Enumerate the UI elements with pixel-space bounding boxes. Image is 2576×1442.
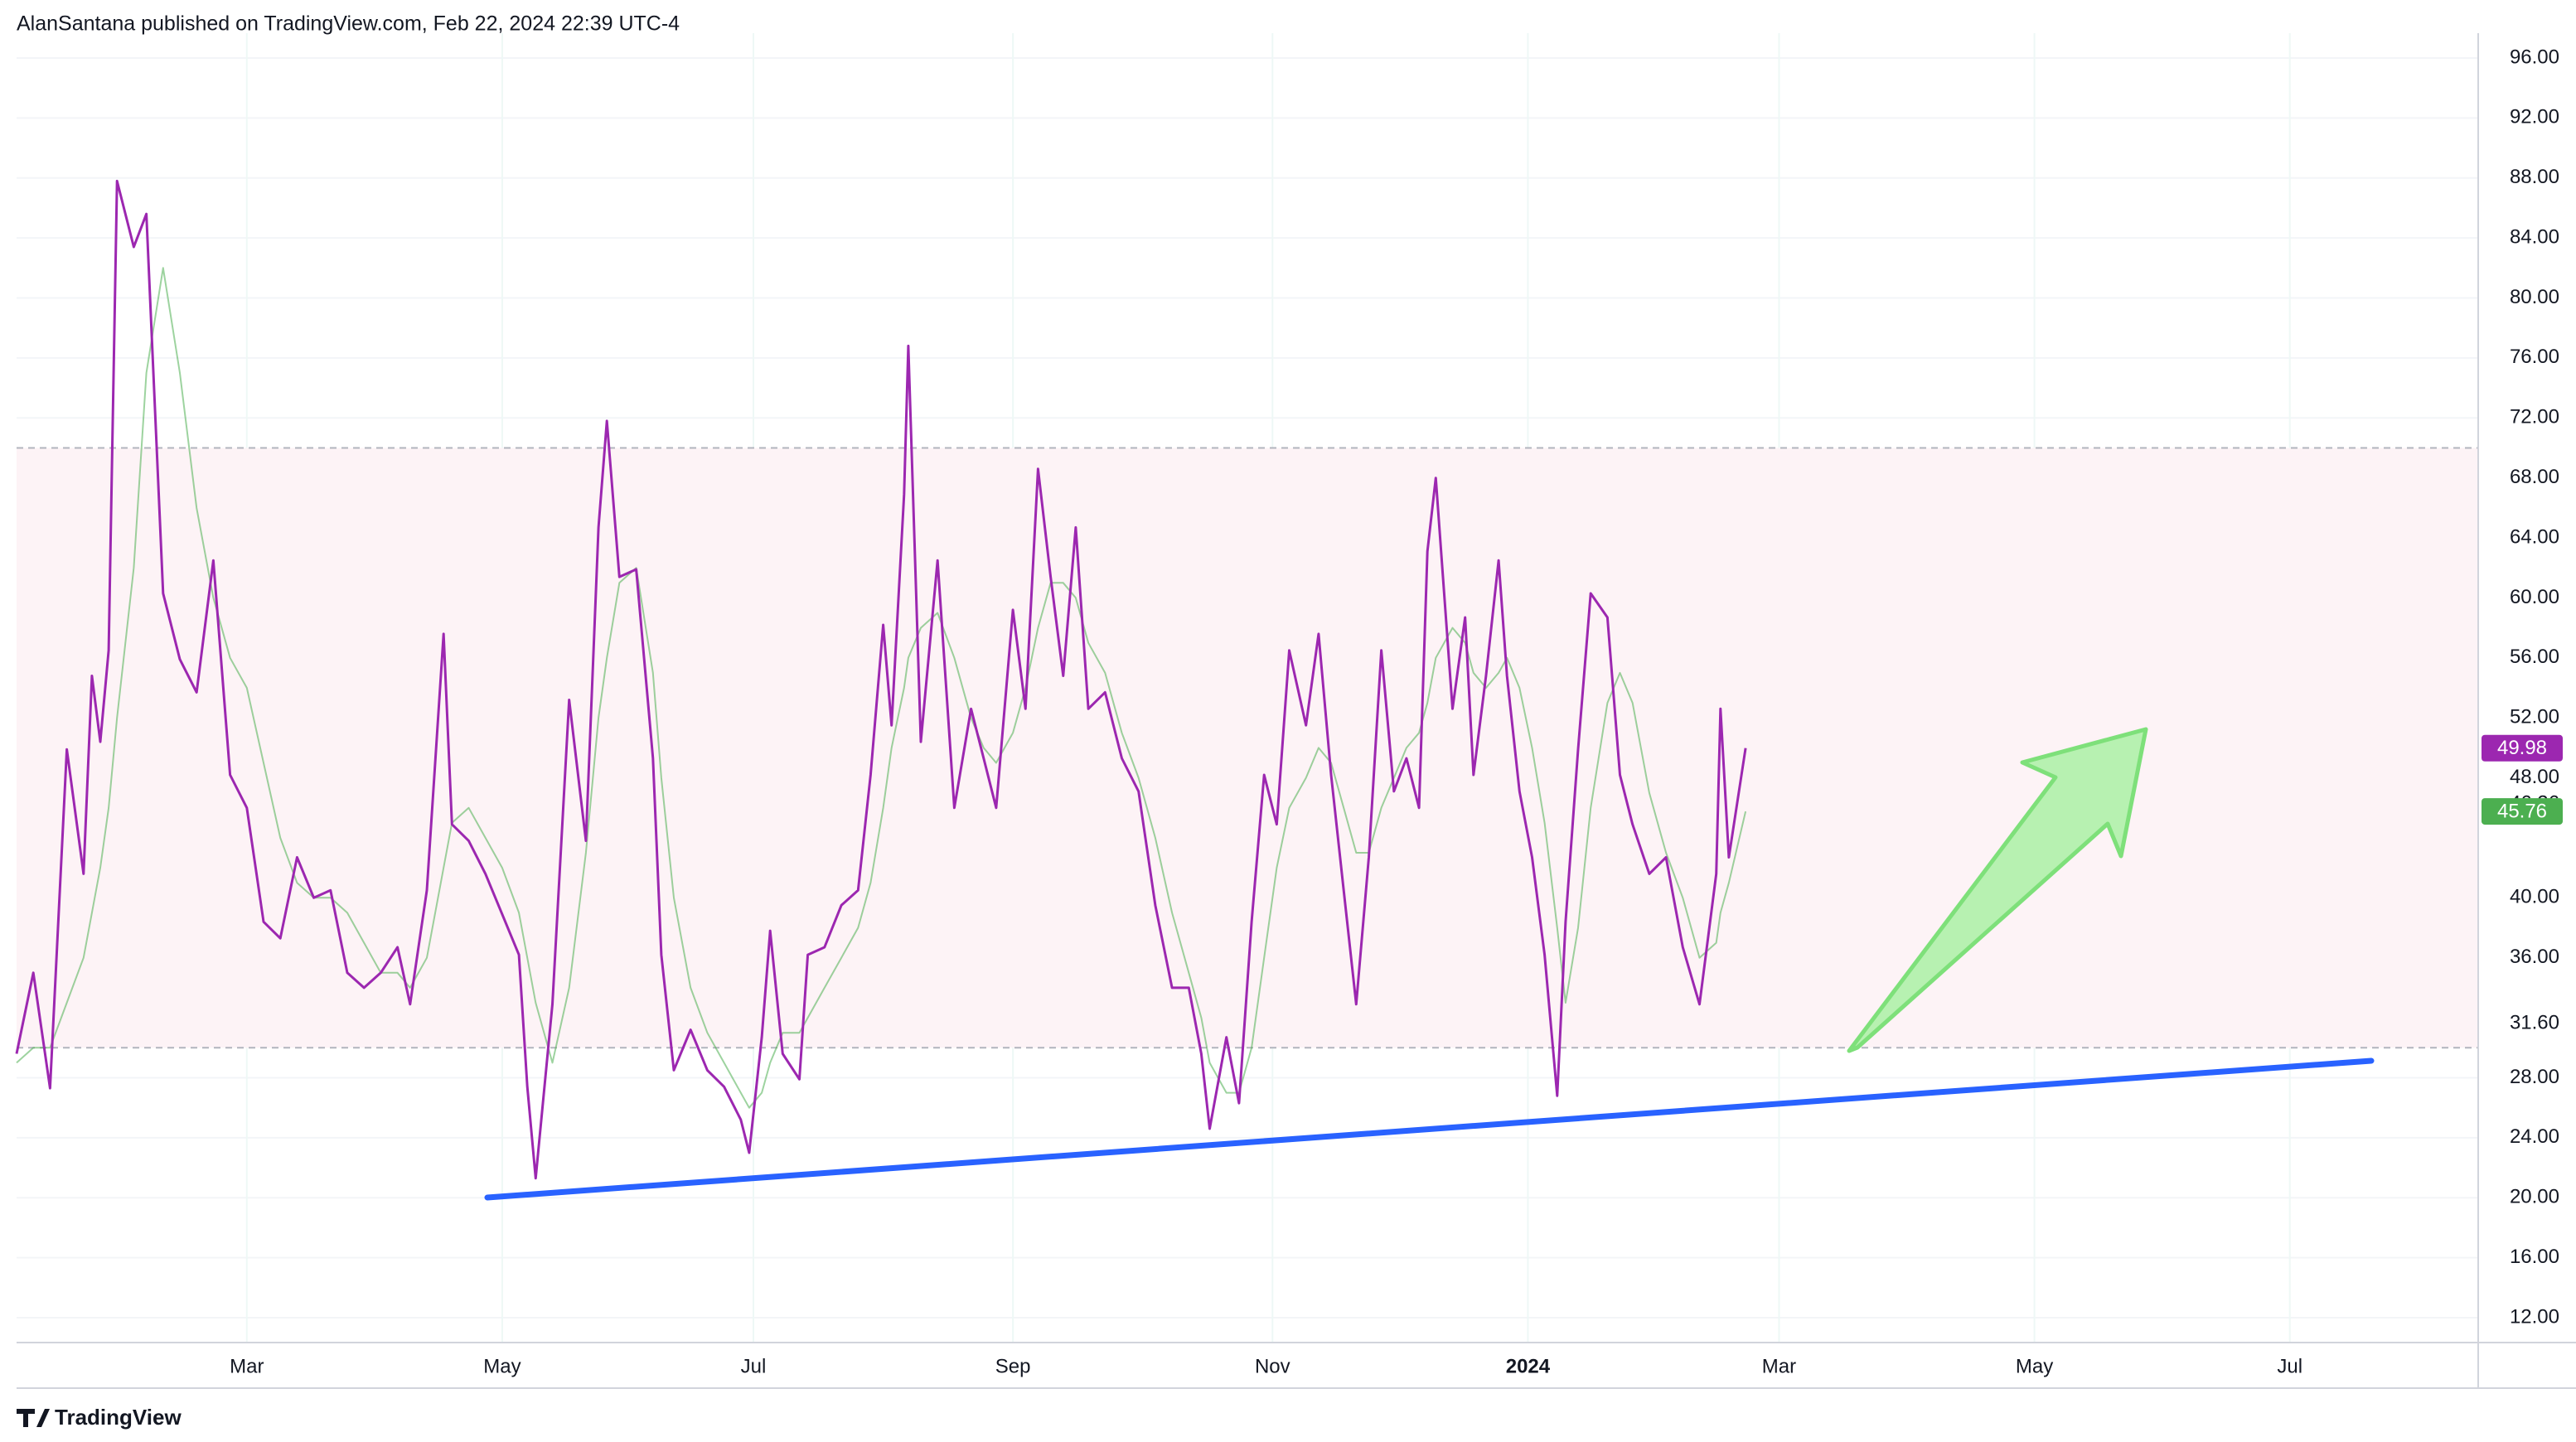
- x-tick-label: 2024: [1506, 1355, 1551, 1377]
- bands: [17, 447, 2478, 1049]
- y-tick-label: 16.00: [2510, 1246, 2559, 1268]
- ma-line: [16, 267, 1747, 1109]
- last-value-badge: [2482, 798, 2563, 825]
- y-tick-label: 48.00: [2510, 766, 2559, 788]
- x-tick-label: Jul: [2277, 1355, 2302, 1377]
- brand: TradingView: [55, 1405, 182, 1430]
- trend-line: [484, 1057, 2375, 1201]
- arrow: [1847, 727, 2148, 1053]
- last-value-label: 45.76: [2497, 800, 2547, 822]
- y-tick-label: 76.00: [2510, 346, 2559, 368]
- x-tick-label: Sep: [995, 1355, 1031, 1377]
- y-tick-label: 84.00: [2510, 225, 2559, 248]
- y-tick-label: 72.00: [2510, 406, 2559, 428]
- y-tick-label: 64.00: [2510, 525, 2559, 548]
- y-tick-label: 88.00: [2510, 166, 2559, 188]
- y-tick-label: 60.00: [2510, 586, 2559, 608]
- x-tick-label: Mar: [1762, 1355, 1796, 1377]
- last-value-badge: [2482, 734, 2563, 762]
- y-tick-label: 31.60: [2510, 1012, 2559, 1034]
- y-tick-label: 96.00: [2510, 46, 2559, 68]
- logo-mark: [17, 1409, 50, 1427]
- y-tick-label: 20.00: [2510, 1186, 2559, 1208]
- logo: TradingView: [17, 1405, 182, 1430]
- lines: [15, 179, 1747, 1180]
- y-tick-label: 40.00: [2510, 886, 2559, 908]
- y-tick-label: 12.00: [2510, 1305, 2559, 1328]
- x-tick-label: Mar: [230, 1355, 264, 1377]
- y-tick-label: 80.00: [2510, 286, 2559, 308]
- y-tick-label: 52.00: [2510, 706, 2559, 728]
- y-tick-label: 36.00: [2510, 946, 2559, 968]
- x-tick-label: Jul: [741, 1355, 767, 1377]
- y-tick-label: 68.00: [2510, 466, 2559, 488]
- y-tick-label: 92.00: [2510, 106, 2559, 128]
- band-fill: [17, 448, 2478, 1048]
- x-tick-label: May: [2016, 1355, 2053, 1377]
- rsi-line: [15, 179, 1747, 1180]
- y-tick-label: 56.00: [2510, 646, 2559, 668]
- y-tick-label: 24.00: [2510, 1125, 2559, 1148]
- header: AlanSantana published on TradingView.com…: [17, 12, 680, 36]
- x-tick-label: Nov: [1255, 1355, 1290, 1377]
- last-value-label: 49.98: [2497, 737, 2547, 759]
- x-tick-label: May: [483, 1355, 521, 1377]
- axes: 96.00 92.00 88.00 84.00 80.00 76.00 72.00 68.00…: [230, 46, 2563, 1377]
- y-tick-label: 28.00: [2510, 1066, 2559, 1088]
